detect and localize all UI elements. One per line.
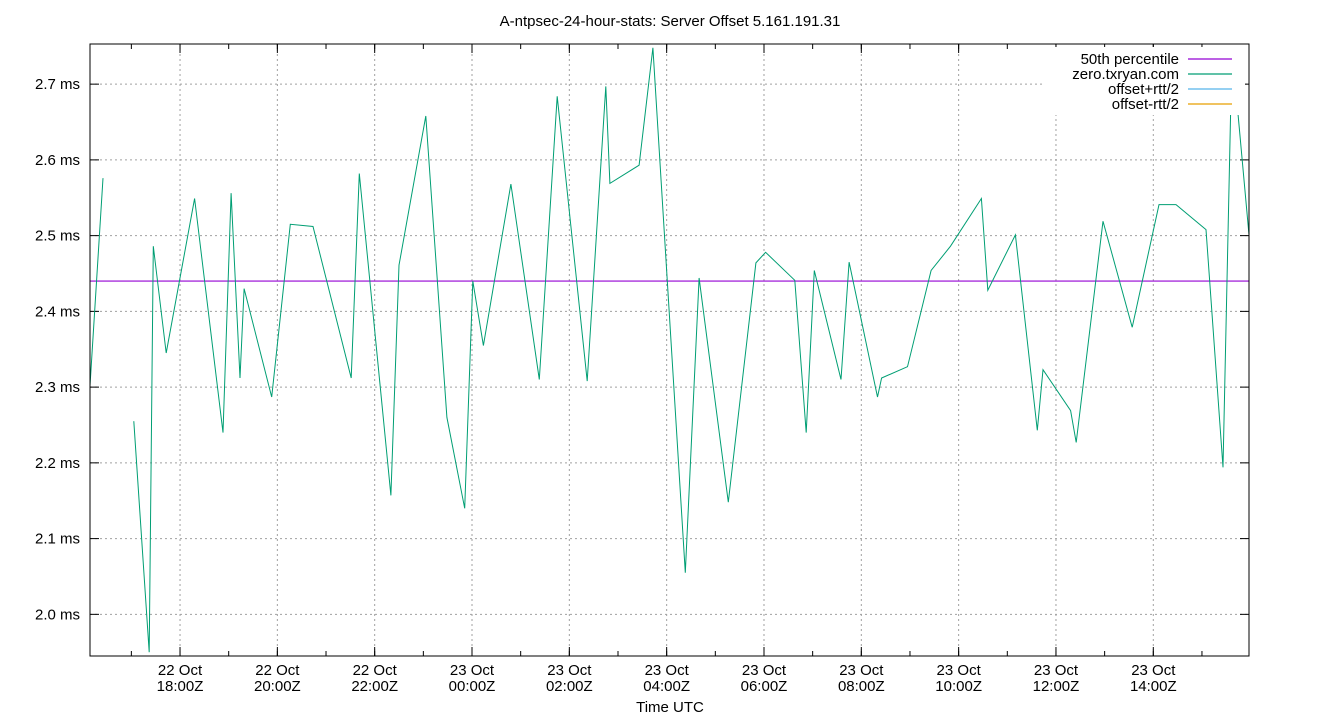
legend-label: offset-rtt/2: [1112, 96, 1179, 113]
x-tick-label: 06:00Z: [741, 678, 788, 695]
x-tick-label: 20:00Z: [254, 678, 301, 695]
x-tick-label: 00:00Z: [449, 678, 496, 695]
legend-label: zero.txryan.com: [1072, 66, 1179, 83]
x-tick-label: 18:00Z: [157, 678, 204, 695]
x-tick-date: 22 Oct: [158, 662, 203, 679]
y-tick-label: 2.2 ms: [35, 455, 80, 472]
x-tick-label: 02:00Z: [546, 678, 593, 695]
x-tick-date: 22 Oct: [353, 662, 398, 679]
legend: 50th percentilezero.txryan.comoffset+rtt…: [1045, 47, 1245, 115]
y-axis: 2.0 ms 2.1 ms 2.2 ms 2.3 ms 2.4 ms 2.5 ms 2.6 …: [35, 76, 1249, 623]
x-tick-label: 12:00Z: [1033, 678, 1080, 695]
y-tick-label: 2.0 ms: [35, 606, 80, 623]
plot-border: [89, 43, 1250, 657]
x-tick-date: 22 Oct: [255, 662, 300, 679]
grid: [90, 44, 1249, 656]
x-tick-label: 10:00Z: [935, 678, 982, 695]
x-tick-date: 23 Oct: [839, 662, 884, 679]
x-tick-date: 23 Oct: [1131, 662, 1176, 679]
legend-label: offset+rtt/2: [1108, 81, 1179, 98]
x-tick-date: 23 Oct: [450, 662, 495, 679]
y-tick-label: 2.3 ms: [35, 379, 80, 396]
x-tick-date: 23 Oct: [1034, 662, 1079, 679]
x-tick-label: 14:00Z: [1130, 678, 1177, 695]
series-line-zero-txryan-com: [89, 47, 1250, 653]
y-tick-label: 2.1 ms: [35, 531, 80, 548]
x-tick-date: 23 Oct: [937, 662, 982, 679]
plot-series: [89, 47, 1250, 653]
x-axis-label: Time UTC: [636, 699, 704, 716]
chart-title: A-ntpsec-24-hour-stats: Server Offset 5.…: [500, 13, 841, 30]
x-tick-date: 23 Oct: [645, 662, 690, 679]
x-tick-date: 23 Oct: [742, 662, 787, 679]
y-tick-label: 2.6 ms: [35, 152, 80, 169]
legend-label: 50th percentile: [1081, 51, 1179, 68]
x-tick-label: 22:00Z: [351, 678, 398, 695]
y-tick-label: 2.5 ms: [35, 228, 80, 245]
x-tick-date: 23 Oct: [547, 662, 592, 679]
x-tick-label: 08:00Z: [838, 678, 885, 695]
x-tick-label: 04:00Z: [643, 678, 690, 695]
y-tick-label: 2.4 ms: [35, 303, 80, 320]
y-tick-label: 2.7 ms: [35, 76, 80, 93]
